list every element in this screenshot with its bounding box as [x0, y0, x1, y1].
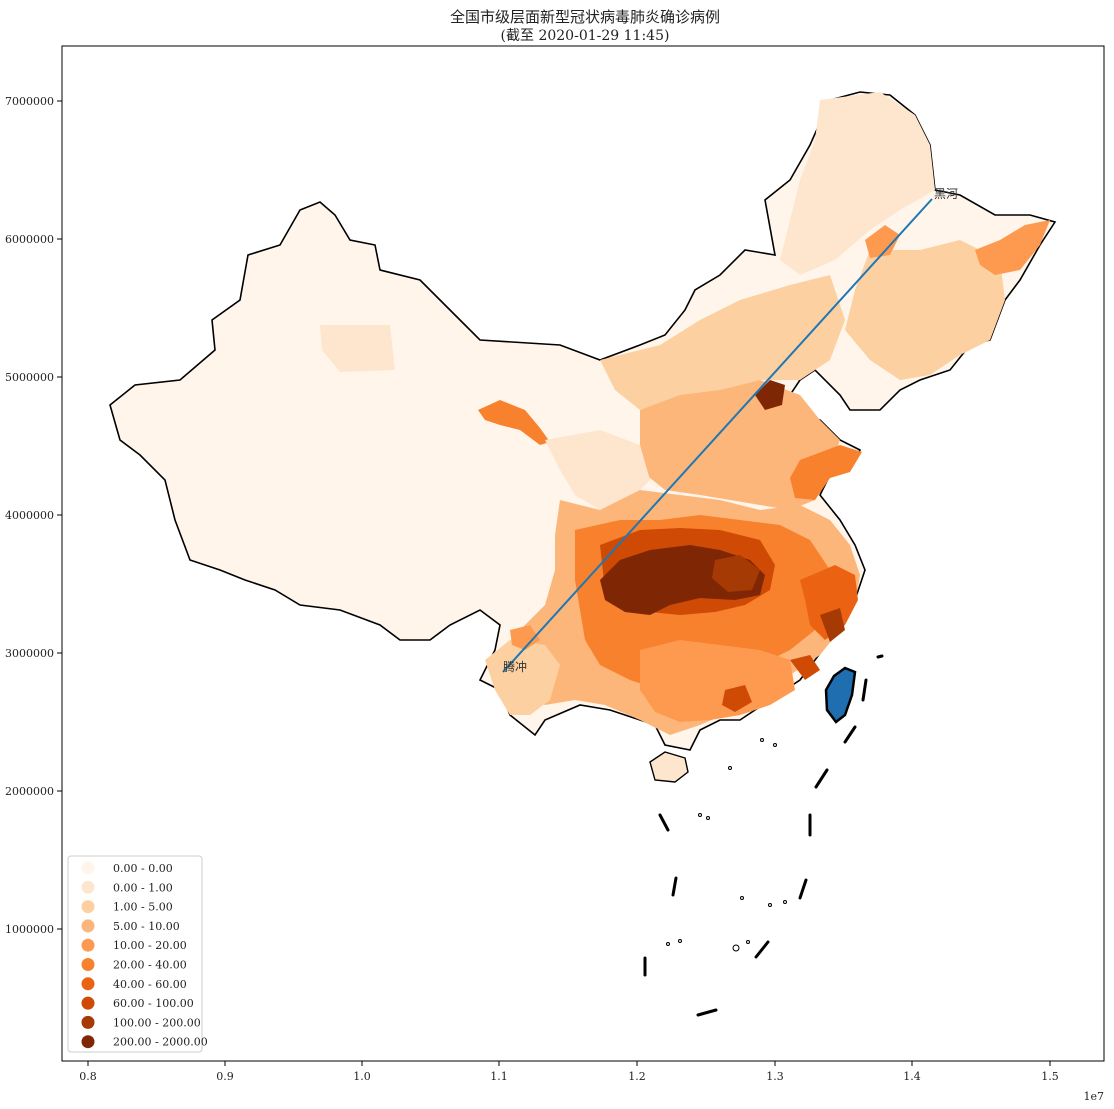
legend-swatch: [81, 900, 95, 914]
legend-label: 1.00 - 5.00: [113, 901, 173, 914]
title-line2: (截至 2020-01-29 11:45): [500, 28, 670, 44]
region-south-orange: [640, 640, 795, 722]
region-xinjiang-light: [320, 325, 395, 372]
legend-swatch: [81, 938, 95, 952]
region-guangzhou: [722, 685, 752, 712]
legend-swatch: [81, 958, 95, 971]
y-tick-label: 4000000: [5, 509, 54, 522]
legend-label: 5.00 - 10.00: [113, 920, 180, 933]
hu-line-start-label: 腾冲: [503, 659, 527, 674]
legend-label: 20.00 - 40.00: [113, 959, 187, 972]
region-wenzhou: [820, 608, 845, 642]
legend-swatch: [81, 996, 95, 1010]
legend-label: 40.00 - 60.00: [113, 978, 187, 991]
legend-label: 0.00 - 0.00: [113, 862, 173, 875]
title-line1: 全国市级层面新型冠状病毒肺炎确诊病例: [449, 8, 720, 26]
region-shenzhen: [790, 655, 820, 680]
legend-label: 60.00 - 100.00: [113, 997, 194, 1010]
legend-label: 200.00 - 2000.00: [113, 1036, 208, 1049]
region-yunnan-light: [485, 640, 560, 715]
hu-line-end-label: 黑河: [934, 187, 958, 201]
region-northeast-light: [780, 92, 935, 275]
legend: 0.00 - 0.00 0.00 - 1.00 1.00 - 5.00 5.00 - …: [67, 855, 208, 1053]
region-hainan: [649, 751, 689, 783]
region-shandong: [790, 445, 862, 500]
region-northwest-orange: [478, 400, 550, 445]
legend-swatch: [81, 1015, 95, 1029]
hu-line: [502, 198, 933, 673]
region-jilin-liaoning: [845, 240, 1005, 380]
legend-swatch: [81, 919, 95, 933]
south-china-sea-dashes: [643, 654, 884, 1017]
legend-label: 0.00 - 1.00: [113, 881, 173, 894]
taiwan: [824, 666, 857, 724]
region-north-china: [640, 380, 840, 510]
y-tick-label: 5000000: [5, 371, 54, 384]
region-kunming: [510, 625, 540, 650]
x-tick-label: 0.8: [79, 1070, 97, 1083]
region-zhejiang: [800, 565, 858, 640]
legend-label: 10.00 - 20.00: [113, 939, 187, 952]
legend-swatch: [81, 1035, 95, 1049]
legend-swatch: [81, 880, 95, 894]
y-tick-label: 3000000: [5, 647, 54, 660]
x-tick-label: 1.3: [766, 1070, 784, 1083]
x-axis-exponent: 1e7: [1083, 1090, 1104, 1103]
x-tick-label: 1.4: [903, 1070, 921, 1083]
y-tick-label: 6000000: [5, 233, 54, 246]
y-tick-label: 2000000: [5, 785, 54, 798]
y-tick-label: 1000000: [5, 923, 54, 936]
region-gansu-qinghai: [545, 430, 650, 510]
y-axis: 1000000 2000000 3000000 4000000 5000000 60000…: [5, 95, 62, 936]
x-tick-label: 1.0: [353, 1070, 371, 1083]
x-tick-label: 1.1: [490, 1070, 508, 1083]
x-tick-label: 1.5: [1041, 1070, 1059, 1083]
region-inner-mongolia: [600, 275, 845, 410]
region-heilongjiang-east: [975, 220, 1050, 275]
legend-swatch: [81, 861, 95, 875]
x-tick-label: 1.2: [628, 1070, 646, 1083]
region-beijing: [755, 380, 785, 410]
x-tick-label: 0.9: [216, 1070, 234, 1083]
region-qiqihar: [865, 225, 900, 258]
region-wuhan: [712, 555, 760, 592]
islands: [666, 738, 787, 952]
legend-swatch: [81, 977, 95, 991]
legend-box: [67, 855, 203, 1053]
legend-label: 100.00 - 200.00: [113, 1016, 201, 1029]
x-axis: 0.8 0.9 1.0 1.1 1.2 1.3 1.4 1.5 1e7: [79, 1061, 1104, 1103]
y-tick-label: 7000000: [5, 95, 54, 108]
